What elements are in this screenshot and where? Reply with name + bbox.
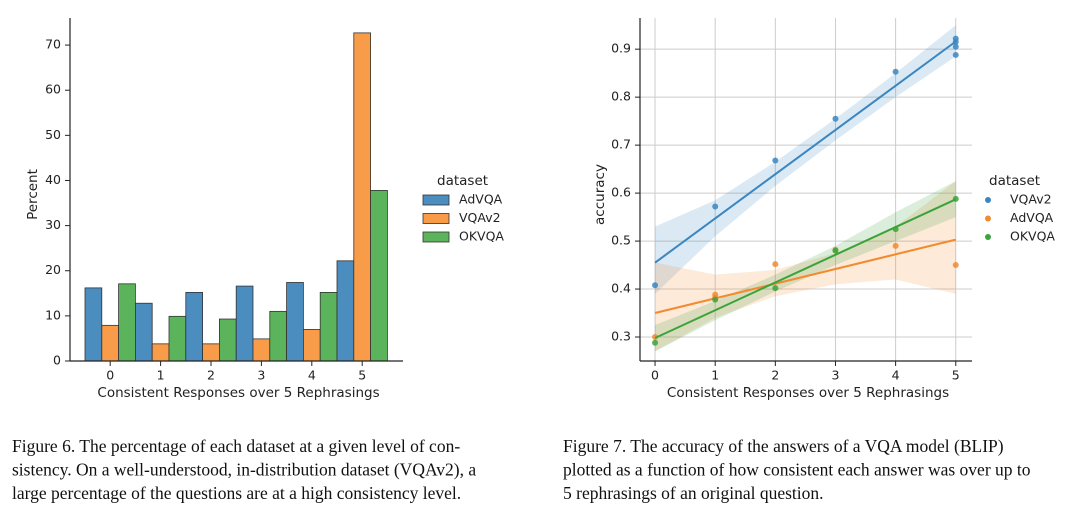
caption-line: Figure 7. The accuracy of the answers of… [563,436,1004,456]
y-tick-label: 0.3 [611,329,631,344]
fit-line [654,40,957,264]
bar [185,291,204,362]
x-tick-label: 3 [257,368,265,383]
y-tick-label: 0.8 [611,89,631,104]
bar [101,324,120,362]
point [772,157,779,164]
y-tick-label: 0.9 [611,41,631,56]
fit-line [654,238,956,314]
bar [286,282,304,362]
x-tick-label: 2 [771,368,779,383]
point [712,296,719,303]
point [772,261,779,268]
x-tick-label: 0 [106,368,114,383]
point [712,203,719,210]
bar [269,310,287,362]
bar [235,285,254,362]
bar [252,338,271,362]
y-tick-label: 0.4 [611,281,631,296]
point [952,43,959,50]
bar [370,190,388,362]
x-tick-label: 5 [358,368,366,383]
bar [302,329,321,362]
bar [218,318,237,362]
x-tick-label: 1 [711,368,719,383]
y-tick-label: 0.6 [611,185,631,200]
legend-label: OKVQA [1010,229,1055,244]
point [892,68,899,75]
caption-line: large percentage of the questions are at… [12,483,461,503]
caption-line: sistency. On a well-understood, in-distr… [12,460,476,480]
y-tick-label: 0.5 [611,233,631,248]
legend-swatch [985,234,991,240]
point [952,262,959,269]
bar [168,315,187,362]
caption-line: Figure 6. The percentage of each dataset… [12,436,460,456]
point [892,242,899,249]
point [952,38,959,45]
x-axis-label: Consistent Responses over 5 Rephrasings [97,385,379,401]
x-axis-label: Consistent Responses over 5 Rephrasings [667,385,949,401]
x-tick-label: 3 [831,368,839,383]
legend-title: dataset [437,173,488,189]
bar [151,343,170,362]
y-tick-label: 50 [45,127,61,142]
point [832,115,839,122]
bar [118,283,136,362]
point [892,226,899,233]
y-tick-label: 40 [45,172,61,187]
legend-swatch [422,194,450,206]
legend-title: dataset [989,173,1040,189]
bar [336,260,355,362]
x-tick-label: 4 [308,368,316,383]
legend-label: VQAv2 [1010,192,1052,207]
point [772,285,779,292]
x-tick-label: 5 [952,368,960,383]
y-tick-label: 70 [45,37,61,52]
bar [134,302,153,362]
y-tick-label: 0 [53,353,61,368]
bar [84,287,103,362]
legend-swatch [985,197,991,203]
caption-line: 5 rephrasings of an original question. [563,483,824,503]
legend-label: AdVQA [459,192,503,207]
point [952,195,959,202]
legend-swatch [985,215,991,222]
bar [319,291,338,362]
point [652,339,659,346]
x-tick-label: 0 [651,368,659,383]
point [832,247,839,254]
point [952,51,959,58]
x-tick-label: 1 [157,368,165,383]
fit-line [654,198,957,339]
x-tick-label: 4 [892,368,900,383]
x-tick-label: 2 [207,368,215,383]
y-axis-label: accuracy [592,164,608,225]
bar [202,343,220,362]
y-tick-label: 0.7 [611,137,631,152]
confidence-band [655,25,956,294]
legend-label: AdVQA [1010,210,1054,225]
y-tick-label: 10 [45,307,61,322]
legend-label: OKVQA [459,229,504,244]
y-tick-label: 20 [45,262,61,277]
legend-swatch [422,213,450,224]
confidence-band [655,181,956,352]
confidence-band [655,181,956,352]
y-tick-label: 30 [45,217,61,232]
point [652,282,659,289]
bar [353,32,371,362]
legend-label: VQAv2 [459,210,501,225]
y-axis-label: Percent [25,169,41,220]
y-tick-label: 60 [45,82,61,97]
legend-swatch [422,231,450,243]
caption-line: plotted as a function of how consistent … [563,460,1031,480]
